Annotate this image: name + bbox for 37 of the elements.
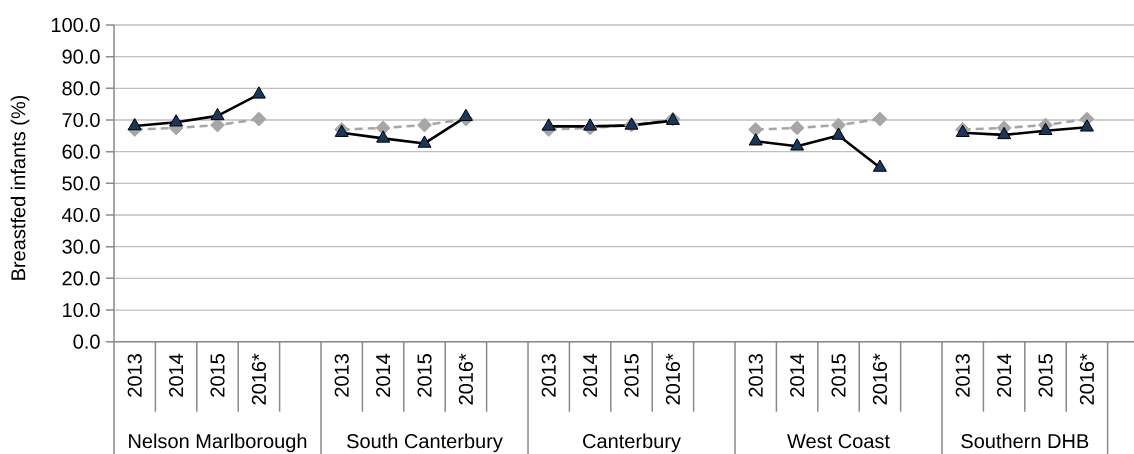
y-tick-label: 20.0	[62, 271, 100, 286]
x-tick-label: 2016*	[1079, 353, 1095, 405]
x-tick-label: 2013	[541, 354, 556, 397]
y-tick-label: 40.0	[62, 207, 100, 223]
text: Canterbury	[583, 433, 681, 453]
x-tick-label: 2015	[210, 354, 225, 397]
y-tick-label: 0.0	[73, 334, 100, 349]
x-tick-label: 2014	[790, 353, 805, 397]
text: West Coast	[787, 434, 890, 449]
y-axis-title: Breastfed infants (%)	[10, 95, 30, 280]
y-tick-label: 80.0	[62, 81, 100, 96]
x-tick-label: 2016*	[872, 353, 888, 405]
text: South Canterbury	[347, 433, 503, 453]
y-tick-label: 60.0	[62, 144, 100, 159]
x-tick-label: 2013	[748, 354, 763, 397]
y-tick-label: 30.0	[62, 239, 100, 254]
y-tick-label: 100.0	[51, 17, 100, 33]
y-tick-label: 70.0	[62, 112, 100, 128]
y-tick-label: 10.0	[63, 302, 100, 318]
x-tick-label: 2014	[997, 353, 1012, 397]
x-tick-label: 2016*	[665, 353, 680, 405]
x-tick-label: 2013	[127, 354, 142, 397]
x-tick-label: 2015	[1038, 354, 1053, 397]
text: Southern DHB	[961, 433, 1089, 449]
x-tick-label: 2015	[624, 354, 639, 397]
y-tick-label: 90.0	[62, 49, 100, 64]
x-tick-label: 2015	[831, 354, 846, 397]
text: Nelson Marlborough	[129, 433, 307, 453]
x-tick-label: 2015	[417, 354, 432, 397]
x-tick-label: 2013	[334, 354, 349, 397]
x-tick-label: 2014	[169, 353, 184, 397]
y-tick-label: 50.0	[62, 176, 100, 191]
x-tick-label: 2014	[376, 353, 391, 397]
x-tick-label: 2016*	[251, 353, 266, 405]
x-tick-label: 2013	[955, 354, 970, 397]
x-tick-label: 2014	[583, 353, 598, 397]
x-tick-label: 2016*	[458, 353, 473, 405]
